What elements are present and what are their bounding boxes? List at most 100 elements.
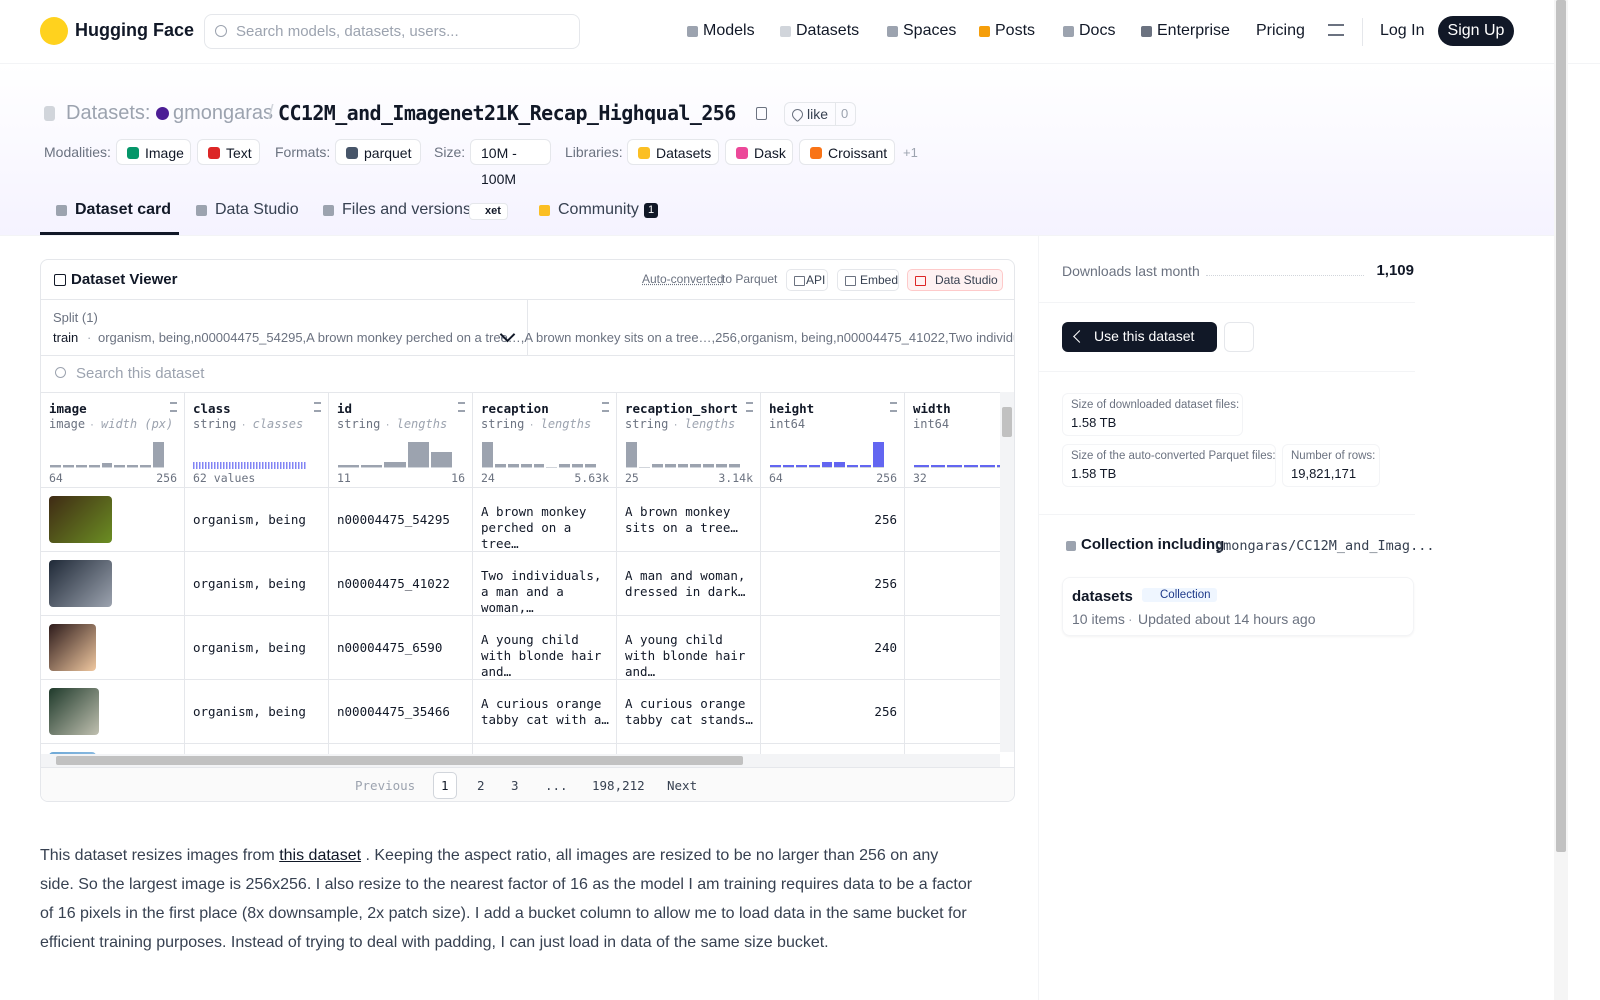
copy-icon[interactable] [756,107,767,120]
viewer-button[interactable]: API [786,269,828,291]
brand[interactable]: Hugging Face [75,20,195,40]
use-dataset-button[interactable]: Use this dataset [1062,322,1217,352]
sort-icon [170,402,177,412]
nav-icon [687,26,698,37]
tab[interactable]: Community [558,201,639,218]
histogram-bar [716,464,728,467]
viewer-button[interactable]: Embed [837,269,899,291]
nav-link[interactable]: Spaces [903,22,957,39]
tag-icon [638,147,650,159]
histogram-bar [729,464,740,467]
thumbnail[interactable] [49,624,96,671]
thumbnail[interactable] [49,688,99,735]
pagination-prev[interactable]: Previous [355,778,416,793]
collection-updated: Updated about 14 hours ago [1138,611,1316,627]
more-button[interactable] [1224,322,1254,352]
nav-link[interactable]: Datasets [796,22,860,39]
histogram-base [996,467,1000,468]
downloads-value: 1,109 [1376,262,1414,279]
button-text: Embed [860,273,899,287]
sort-icon [602,402,609,412]
thumbnail[interactable] [49,496,112,543]
range-max: 256 [156,471,177,485]
viewer-button[interactable]: Data Studio [907,269,1003,291]
histogram-bar [533,464,545,467]
sidebar-divider [1038,236,1039,1000]
nav-link[interactable]: Models [703,22,755,39]
histogram-bar [50,464,61,467]
sidebar-sep [1039,302,1415,303]
owner-avatar [156,107,169,120]
range-min: 64 [49,471,63,485]
use-dataset-text: Use this dataset [1094,328,1195,344]
pagination-bar [41,767,1014,801]
table-cell-bg [329,744,473,760]
search-box[interactable]: Search models, datasets, users... [204,14,580,49]
nav-link[interactable]: Enterprise [1157,22,1230,39]
nav-link[interactable]: Pricing [1256,22,1305,39]
tag-chip[interactable]: Croissant [799,139,895,165]
tag-chip[interactable]: Text [197,139,260,165]
tag-chip[interactable]: 10M - 100M [470,139,551,187]
owner[interactable]: gmongaras [173,102,274,124]
histogram-base [980,467,995,468]
dataset-search[interactable]: Search this dataset [76,365,205,382]
description-link[interactable]: this dataset [279,847,362,864]
auto-converted[interactable]: Auto-converted [642,272,724,286]
collection-name: datasets [1072,588,1133,605]
table-cell-bg [473,552,617,616]
nav-bar [0,0,1600,64]
tag-label: Size: [434,144,466,160]
search-icon [215,25,227,37]
table-cell: 256 [874,512,897,527]
histogram-bar [140,464,152,467]
pagination-next[interactable]: Next [667,778,698,793]
nav-link[interactable]: Docs [1079,22,1116,39]
thumbnail[interactable] [49,560,112,607]
nav-link[interactable]: Posts [995,22,1036,39]
like-button[interactable]: like 0 [784,102,856,126]
page-scroll-thumb [1556,0,1566,852]
table-cell: A curious orange tabby cat stands… [625,696,753,727]
histogram-base [834,467,846,468]
page-link[interactable]: 3 [511,778,519,793]
table-cell: 240 [874,640,897,655]
tab[interactable]: Files and versions [342,201,471,218]
histogram-bar [626,442,637,467]
sidebar-sep [1039,371,1415,372]
page-link[interactable]: 2 [477,778,485,793]
histogram-base [638,467,650,468]
histogram-base [677,467,689,468]
nav-menu[interactable] [1328,24,1344,36]
vscroll-track [1000,392,1014,752]
stat-value: 1.58 TB [1071,466,1117,481]
split-divider [527,299,528,356]
tab[interactable]: Data Studio [215,201,299,218]
histogram-bar [127,464,139,467]
tag-chip[interactable]: parquet [335,139,421,165]
collection-path[interactable]: gmongaras/CC12M_and_Imag... [1215,538,1435,554]
histogram-base [716,467,728,468]
page-current[interactable]: 1 [433,772,457,799]
tag-chip[interactable]: Image [116,139,191,165]
range-max: 16 [451,471,465,485]
histogram-base [114,467,126,468]
table-cell: A brown monkey sits on a tree… [625,504,738,535]
login[interactable]: Log In [1380,22,1425,39]
tag-more[interactable]: +1 [903,145,918,160]
histogram-bar [947,464,962,467]
histogram-base [559,467,571,468]
histogram-base [50,467,61,468]
tag-icon [736,147,748,159]
tag-chip[interactable]: Dask [725,139,793,165]
page-link[interactable]: ... [545,778,568,793]
signup[interactable]: Sign Up [1438,16,1514,46]
histogram-bar [507,464,519,467]
collection-card[interactable]: datasets Collection 10 items · Updated about… [1062,577,1414,636]
tab-icon [56,205,67,216]
tag-chip[interactable]: Datasets [627,139,719,165]
page-link[interactable]: 198,212 [592,778,645,793]
tab-active[interactable]: Dataset card [75,201,172,218]
table: image image · width (px) 64 256 class string · cl… [41,392,1000,760]
table-cell-bg [185,552,329,616]
